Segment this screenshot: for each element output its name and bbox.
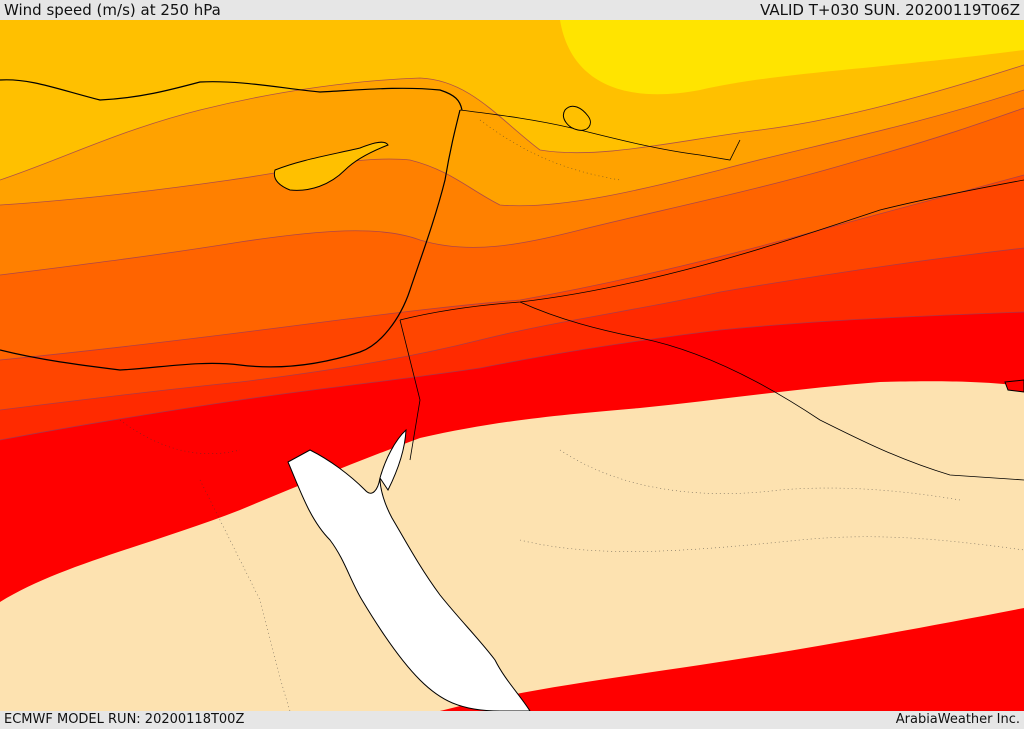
mediterranean-coastline — [0, 109, 461, 371]
valid-time-label: VALID T+030 SUN. 20200119T06Z — [760, 1, 1020, 19]
isotach-lines — [0, 64, 1024, 441]
gulf-of-aqaba — [379, 428, 407, 491]
map-title: Wind speed (m/s) at 250 hPa — [4, 1, 221, 19]
lake-van — [563, 105, 591, 131]
cyprus-island — [273, 141, 389, 191]
turkey-coastline — [0, 79, 463, 111]
southern-jet-band — [440, 608, 1024, 711]
header-bar: Wind speed (m/s) at 250 hPa VALID T+030 … — [0, 0, 1024, 20]
persian-gulf-edge — [1004, 379, 1024, 393]
province-boundaries — [119, 119, 1024, 711]
footer-bar: ECMWF MODEL RUN: 20200118T00Z ArabiaWeat… — [0, 711, 1024, 729]
credit-label: ArabiaWeather Inc. — [895, 712, 1020, 727]
wind-speed-map[interactable] — [0, 20, 1024, 711]
weak-wind-area — [0, 381, 1024, 711]
model-run-label: ECMWF MODEL RUN: 20200118T00Z — [4, 712, 245, 727]
red-sea — [287, 449, 531, 711]
